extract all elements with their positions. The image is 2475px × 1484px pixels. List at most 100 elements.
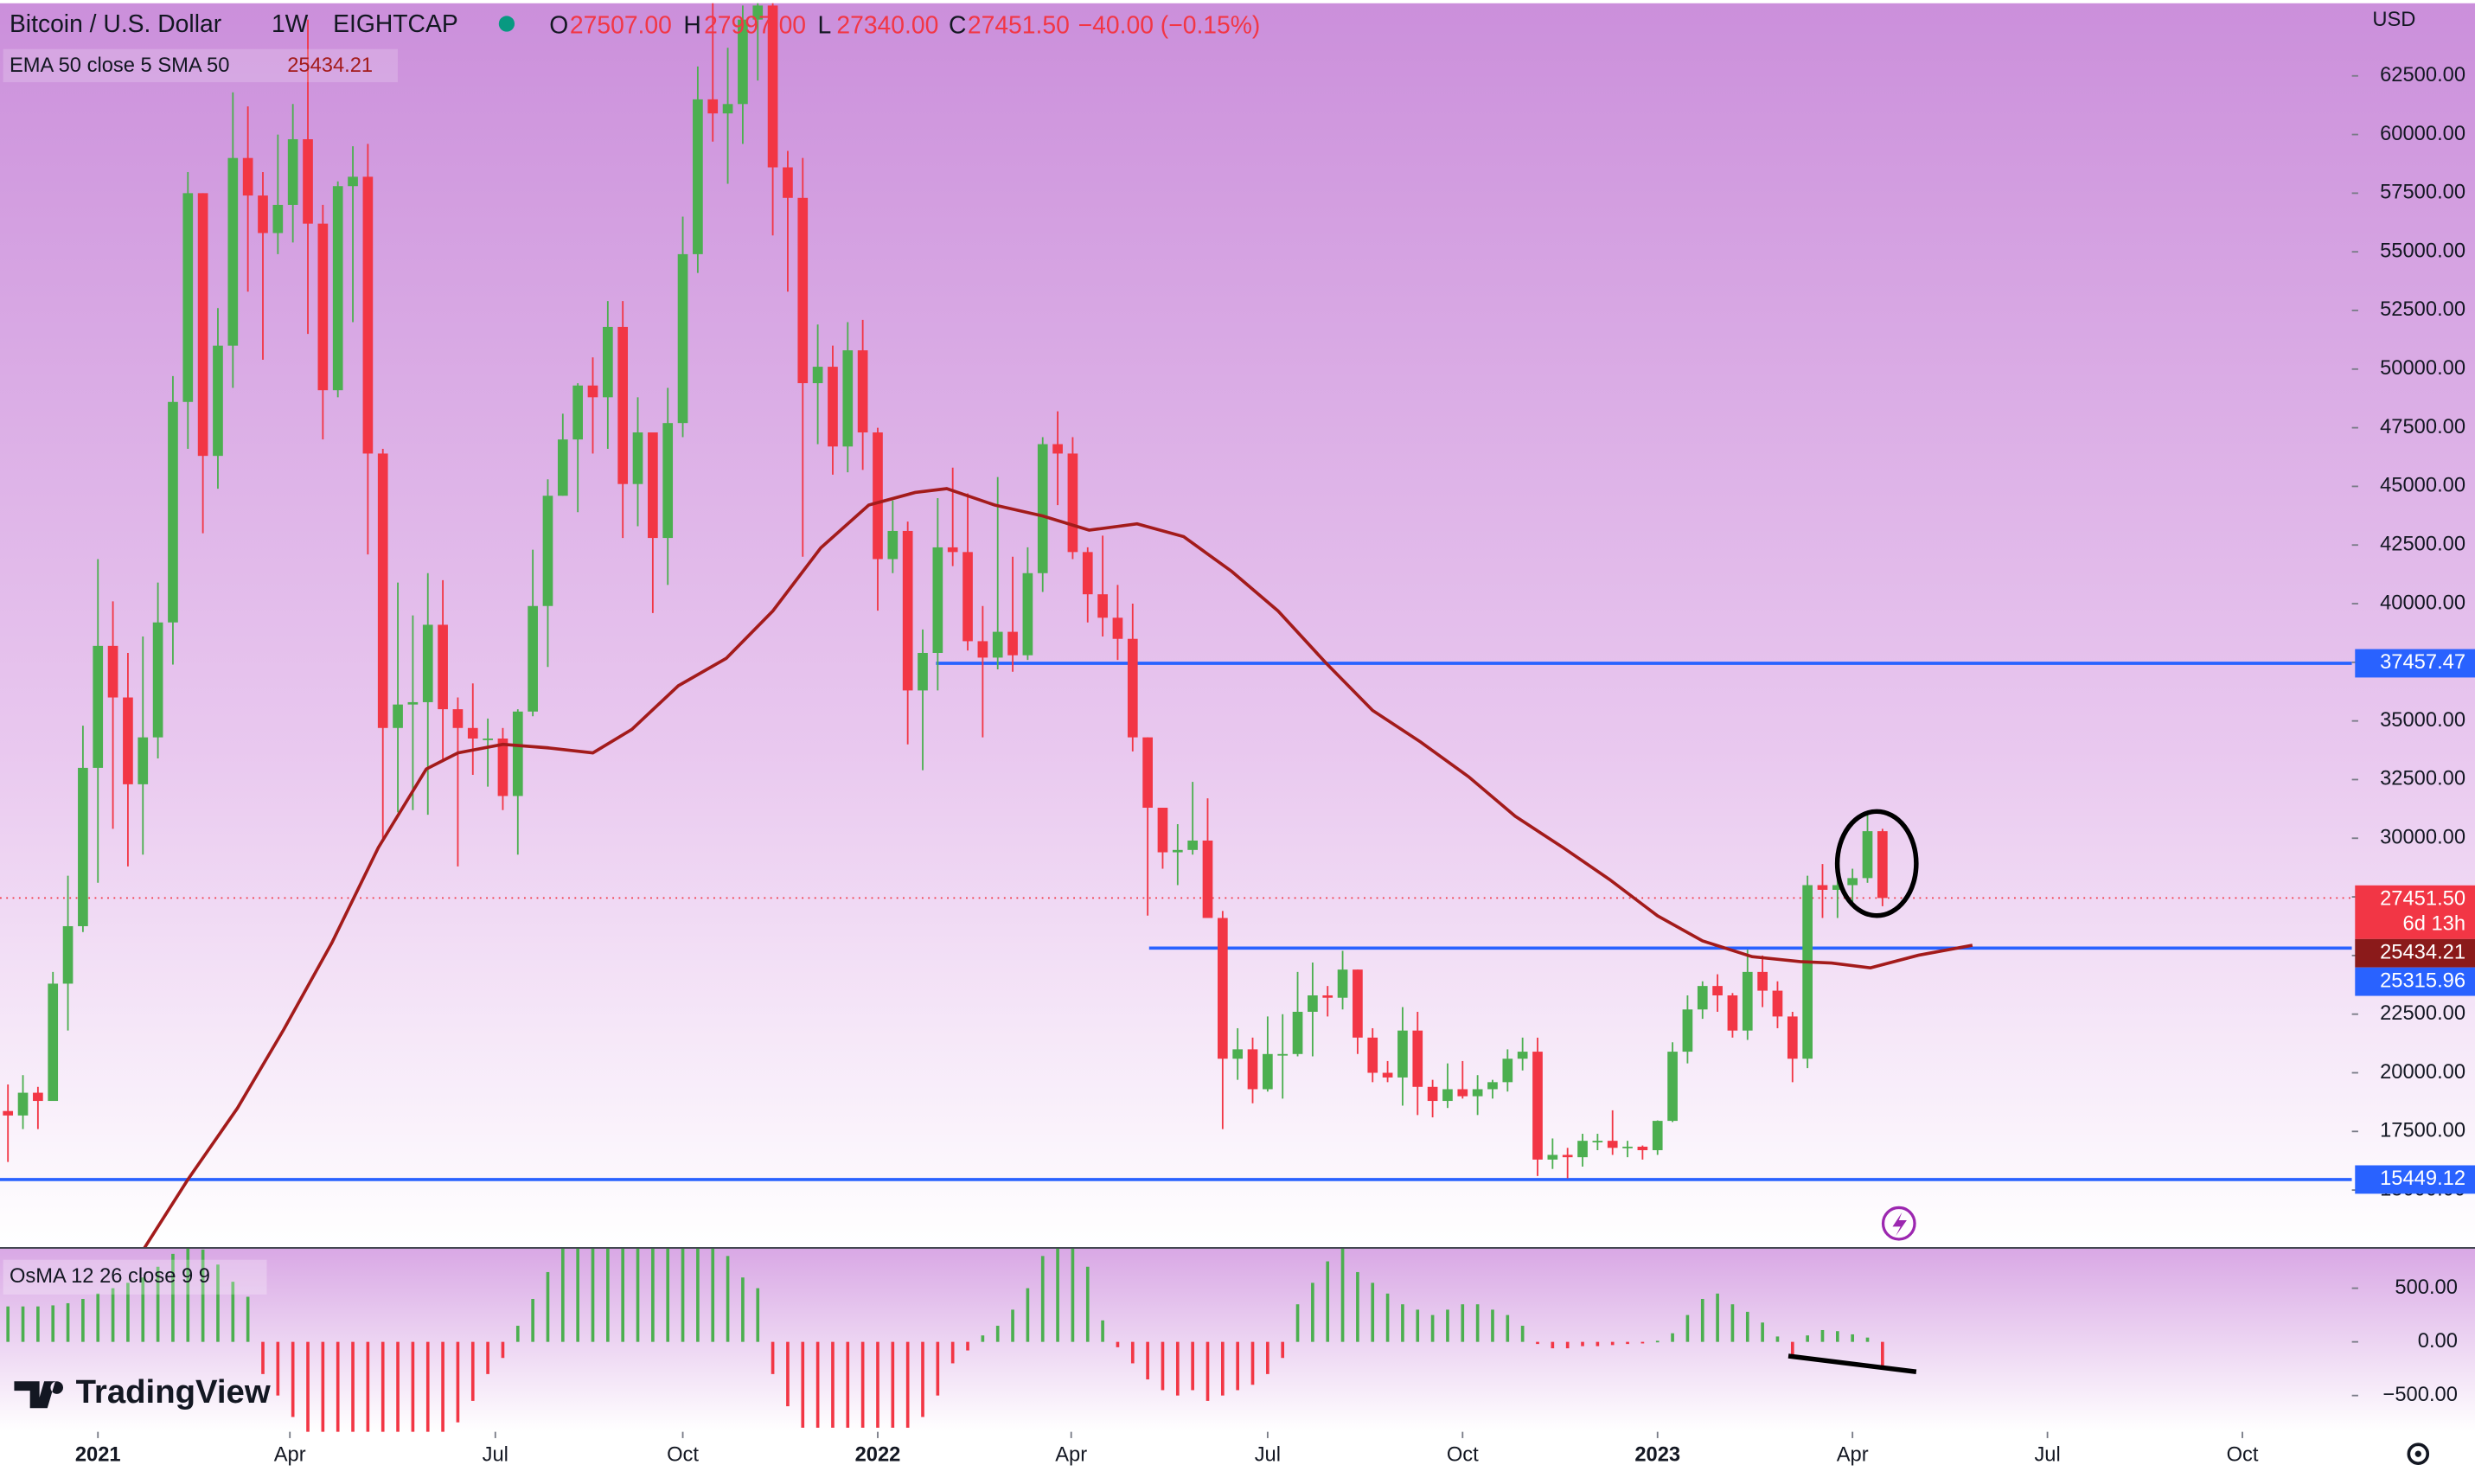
histogram-bar <box>891 1341 895 1428</box>
y-tick-label: 32500.00 <box>2380 768 2465 790</box>
candle-body <box>1517 1052 1528 1059</box>
candle-body <box>497 738 508 796</box>
histogram-bar <box>1385 1293 1390 1342</box>
candle-body <box>962 552 973 642</box>
histogram-bar <box>1671 1333 1674 1342</box>
histogram-bar <box>6 1306 10 1342</box>
price-label-box <box>2355 938 2475 968</box>
x-tick-label: Jul <box>1255 1443 1281 1466</box>
histogram-bar <box>1491 1309 1494 1342</box>
histogram-bar <box>546 1271 550 1342</box>
candle-body <box>1697 986 1708 1010</box>
candle-body <box>182 193 194 402</box>
ohlc-label: H <box>683 11 700 39</box>
histogram-bar <box>276 1341 280 1396</box>
candle-body <box>317 223 329 391</box>
histogram-bar <box>756 1288 760 1342</box>
histogram-bar <box>846 1341 850 1428</box>
histogram-bar <box>1640 1341 1645 1344</box>
candle-body <box>1037 444 1048 573</box>
candle-body <box>1667 1052 1678 1122</box>
event-icon[interactable] <box>1881 1206 1916 1241</box>
candle-body <box>17 1092 29 1116</box>
candle-body <box>1802 885 1813 1059</box>
candle-body <box>752 5 764 20</box>
histogram-bar <box>1311 1283 1314 1342</box>
histogram-bar <box>576 1248 579 1342</box>
price-label: 25434.21 <box>2380 942 2465 964</box>
candle-body <box>1277 1053 1289 1056</box>
y-tick-label: 500.00 <box>2395 1276 2458 1299</box>
x-tick-label: Jul <box>2034 1443 2060 1466</box>
histogram-bar <box>51 1305 55 1342</box>
histogram-bar <box>1250 1341 1255 1385</box>
candle-body <box>3 1110 14 1116</box>
candle-body <box>1232 1049 1244 1059</box>
histogram-bar <box>995 1326 1000 1342</box>
histogram-bar <box>96 1293 100 1342</box>
histogram-bar <box>1730 1304 1735 1342</box>
histogram-bar <box>1685 1314 1690 1342</box>
candle-body <box>1097 594 1108 618</box>
candle-body <box>1532 1052 1543 1160</box>
candle-body <box>1367 1037 1378 1073</box>
y-tick-label: 52500.00 <box>2380 298 2465 321</box>
histogram-bar <box>1835 1331 1839 1342</box>
candle-body <box>438 624 448 710</box>
x-tick-label: Oct <box>2227 1443 2259 1466</box>
settings-icon[interactable] <box>2407 1442 2430 1465</box>
histogram-bar <box>1865 1337 1870 1342</box>
candle-body <box>393 704 403 728</box>
histogram-bar <box>1146 1341 1149 1380</box>
candle-body <box>693 99 703 254</box>
oscillator-legend[interactable]: OsMA 12 26 close 9 9 <box>10 1265 210 1288</box>
candle-body <box>1397 1030 1408 1078</box>
histogram-bar <box>1565 1341 1570 1349</box>
candle-body <box>918 652 928 691</box>
candle-body <box>1682 1009 1693 1052</box>
histogram-bar <box>1236 1341 1239 1391</box>
histogram-bar <box>1655 1340 1660 1343</box>
histogram-bar <box>1626 1341 1629 1345</box>
candle-body <box>947 547 958 553</box>
histogram-bar <box>1101 1320 1104 1342</box>
histogram-bar <box>1430 1314 1435 1342</box>
candle-body <box>1712 986 1723 995</box>
candle-body <box>1427 1086 1438 1102</box>
histogram-bar <box>66 1302 70 1342</box>
candle-body <box>1832 885 1843 890</box>
currency[interactable]: USD <box>2372 9 2415 31</box>
histogram-bar <box>126 1283 130 1342</box>
x-tick-label: 2023 <box>1634 1443 1680 1466</box>
y-tick-label: 20000.00 <box>2380 1061 2465 1084</box>
candle-body <box>828 367 838 447</box>
candle-body <box>1007 631 1018 656</box>
indicator-legend[interactable]: EMA 50 close 5 SMA 50 <box>10 54 229 77</box>
histogram-bar <box>321 1341 325 1432</box>
y-tick-label: −500.00 <box>2383 1384 2458 1406</box>
candle-body <box>572 385 583 440</box>
candle-body <box>93 645 104 768</box>
histogram-bar <box>560 1248 565 1342</box>
y-tick-label: 57500.00 <box>2380 182 2465 204</box>
y-tick-label: 55000.00 <box>2380 240 2465 262</box>
candle-body <box>1052 444 1063 454</box>
candle-body <box>1157 808 1168 853</box>
candle-body <box>1112 617 1123 639</box>
candle-body <box>587 385 598 398</box>
candle-body <box>512 711 523 796</box>
brand-name: TradingView <box>76 1373 271 1410</box>
histogram-bar <box>1761 1322 1764 1342</box>
histogram-bar <box>231 1282 235 1342</box>
legend-bg <box>3 48 398 83</box>
time-axis <box>0 1431 2475 1481</box>
indicator-legend-value: 25434.21 <box>287 54 373 77</box>
ohlc-label: O <box>549 11 568 39</box>
event-icon-bolt <box>1892 1212 1907 1237</box>
candle-body <box>123 697 133 784</box>
candle-body <box>152 622 163 738</box>
candle-body <box>1022 572 1033 656</box>
histogram-bar <box>786 1341 790 1407</box>
histogram-bar <box>111 1288 115 1342</box>
histogram-bar <box>186 1248 190 1342</box>
